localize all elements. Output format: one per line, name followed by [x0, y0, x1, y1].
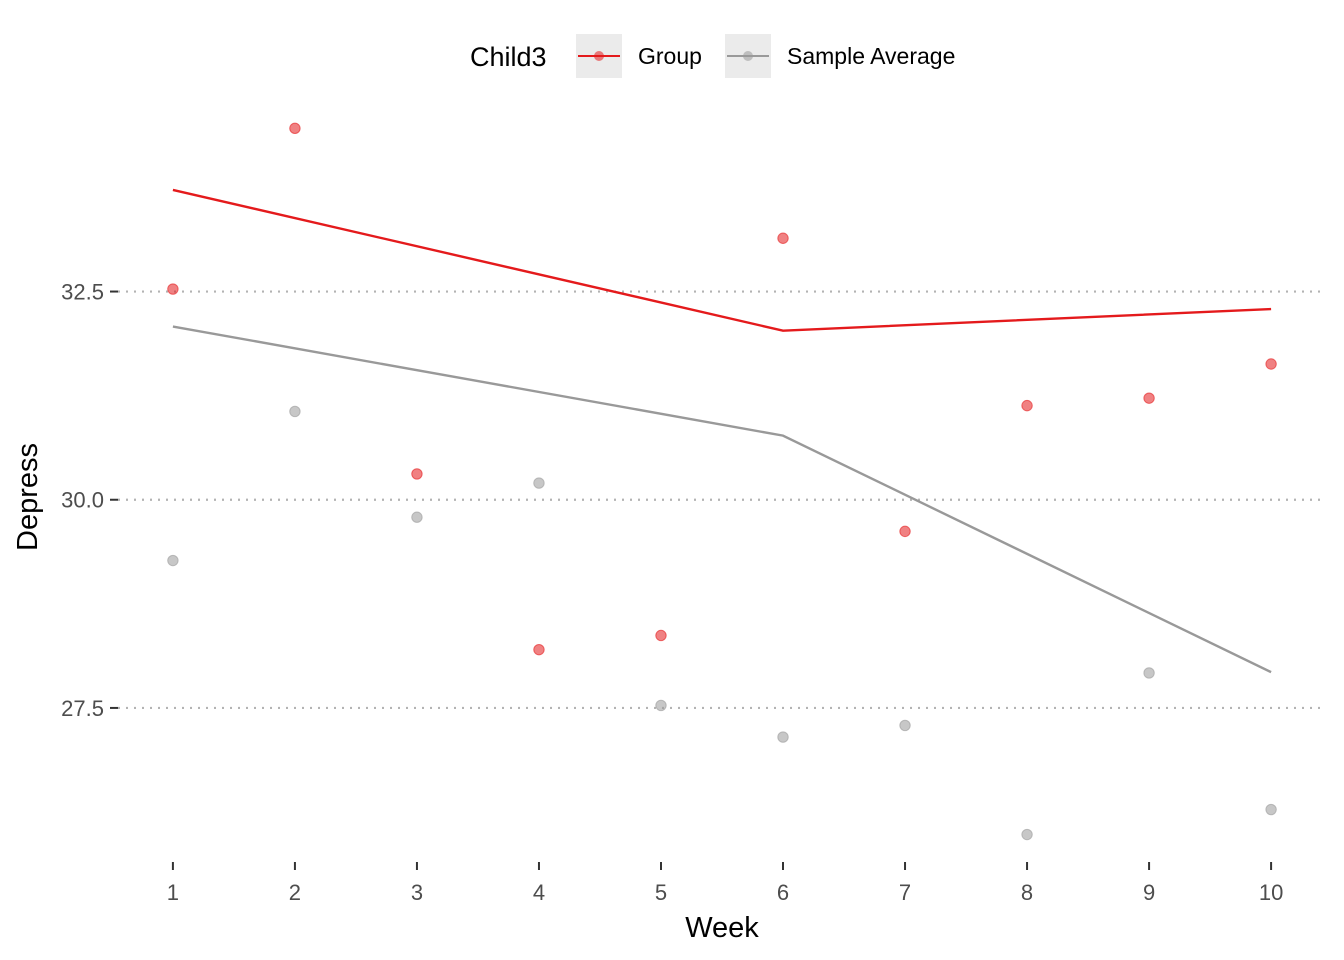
series-points: [167, 122, 1277, 841]
x-tick-label: 8: [1021, 880, 1033, 905]
data-point-group: [533, 643, 545, 656]
data-point-group: [655, 629, 667, 642]
grid: [118, 290, 1326, 710]
y-tick-label: 32.5: [61, 280, 104, 305]
data-point-group: [167, 283, 179, 295]
legend-label-group: Group: [638, 43, 702, 69]
y-axis: 27.5 30.0 32.5: [61, 280, 118, 721]
legend-label-sample-average: Sample Average: [787, 43, 955, 69]
legend-item-sample-average: Sample Average: [725, 34, 955, 78]
data-point-group: [1021, 399, 1033, 412]
x-tick-label: 10: [1259, 880, 1283, 905]
legend-point-sample-average: [743, 51, 753, 61]
data-point-sample-average: [777, 731, 789, 743]
legend-item-group: Group: [576, 34, 702, 78]
data-point-sample-average: [655, 699, 667, 712]
data-point-sample-average: [167, 554, 179, 567]
x-tick-label: 7: [899, 880, 911, 905]
data-point-sample-average: [411, 511, 423, 523]
data-point-sample-average: [1265, 803, 1277, 816]
x-tick-label: 6: [777, 880, 789, 905]
data-point-group: [289, 122, 301, 135]
data-point-sample-average: [1143, 667, 1155, 679]
y-axis-title: Depress: [12, 443, 44, 551]
series-line-sample-average: [172, 325, 1272, 674]
data-point-sample-average: [289, 405, 301, 418]
x-axis: 1 2 3 4 5 6 7 8 9 10: [167, 862, 1283, 905]
data-point-group: [1265, 358, 1277, 370]
x-tick-label: 9: [1143, 880, 1155, 905]
y-tick-label: 27.5: [61, 696, 104, 721]
x-axis-title: Week: [685, 912, 759, 944]
x-tick-label: 2: [289, 880, 301, 905]
x-tick-label: 4: [533, 880, 545, 905]
x-tick-label: 5: [655, 880, 667, 905]
series-lines: [172, 188, 1272, 674]
x-tick-label: 1: [167, 880, 179, 905]
y-tick-label: 30.0: [61, 488, 104, 513]
x-tick-label: 3: [411, 880, 423, 905]
data-point-group: [899, 525, 911, 538]
legend: Child3 Group Sample Average: [470, 34, 955, 78]
data-point-group: [1143, 392, 1155, 404]
legend-point-group: [594, 51, 604, 61]
legend-title: Child3: [470, 42, 547, 72]
data-point-group: [777, 232, 789, 244]
data-point-sample-average: [1021, 828, 1033, 841]
series-line-group: [172, 188, 1272, 332]
data-point-sample-average: [533, 477, 545, 489]
data-point-group: [411, 468, 423, 480]
data-point-sample-average: [899, 719, 911, 732]
